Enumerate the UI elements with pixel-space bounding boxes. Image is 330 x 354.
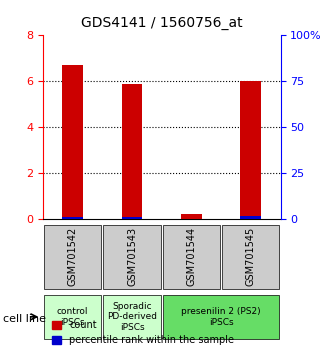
Bar [181,214,202,219]
Text: presenilin 2 (PS2)
iPSCs: presenilin 2 (PS2) iPSCs [181,307,261,326]
FancyBboxPatch shape [44,225,101,289]
Text: GSM701544: GSM701544 [186,227,196,286]
FancyBboxPatch shape [163,295,279,339]
FancyBboxPatch shape [163,225,220,289]
Text: control
iPSCs: control iPSCs [57,307,88,326]
Text: GSM701543: GSM701543 [127,227,137,286]
Legend: count, percentile rank within the sample: count, percentile rank within the sample [48,316,238,349]
Bar [121,84,142,219]
Text: GSM701545: GSM701545 [246,227,256,286]
Bar [240,81,261,219]
Text: GSM701542: GSM701542 [68,227,78,286]
Bar [62,65,83,219]
FancyBboxPatch shape [44,295,101,339]
Title: GDS4141 / 1560756_at: GDS4141 / 1560756_at [81,16,243,30]
Bar [62,217,83,219]
Bar [240,216,261,219]
FancyBboxPatch shape [222,225,279,289]
FancyBboxPatch shape [104,225,160,289]
Text: cell line: cell line [3,314,46,324]
Bar [121,217,142,219]
Text: Sporadic
PD-derived
iPSCs: Sporadic PD-derived iPSCs [107,302,157,332]
FancyBboxPatch shape [104,295,160,339]
